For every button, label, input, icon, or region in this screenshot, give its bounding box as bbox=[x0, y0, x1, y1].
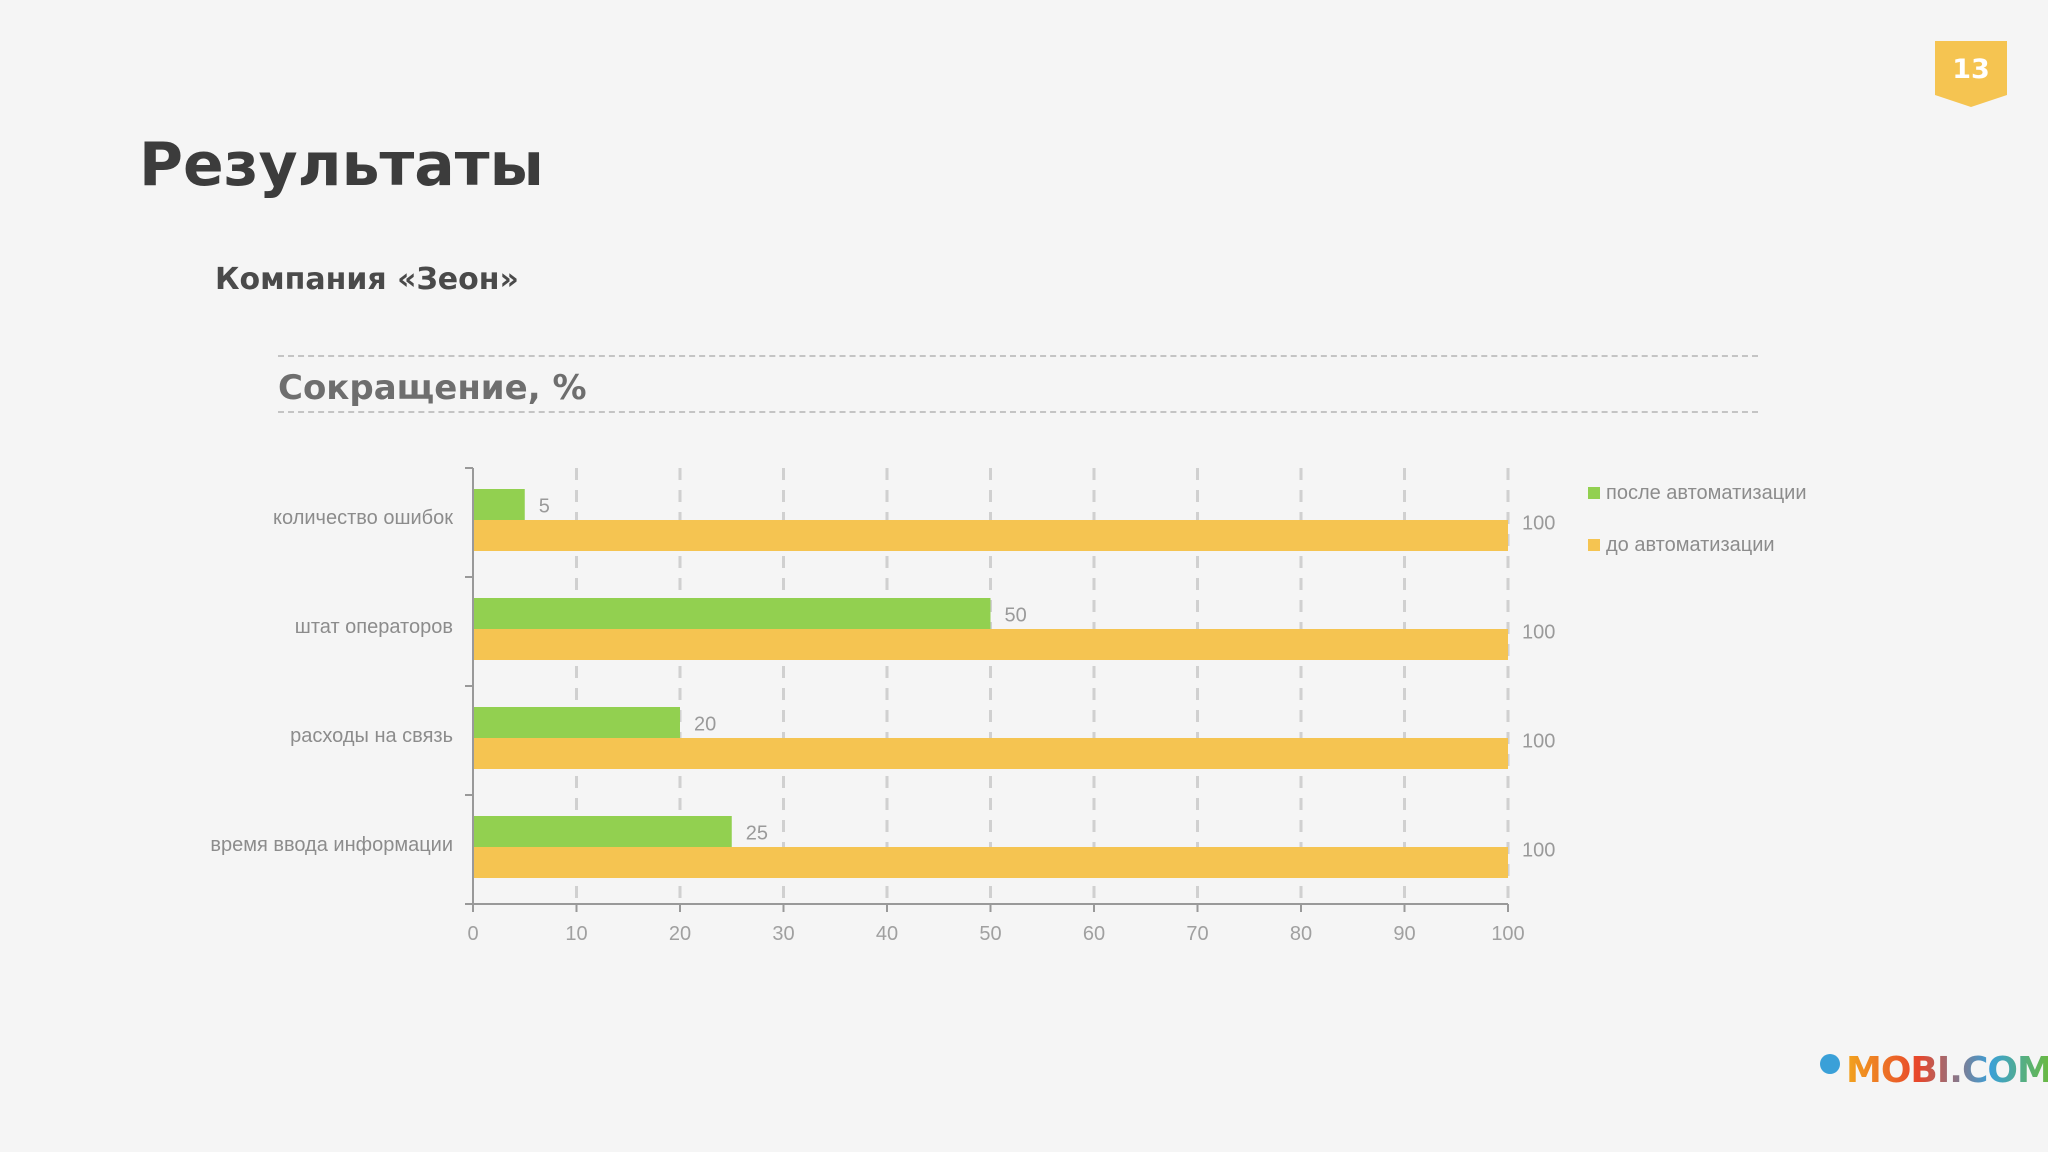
category-label: количество ошибок bbox=[273, 507, 453, 529]
legend-swatch bbox=[1588, 539, 1600, 551]
section-title: Сокращение, % bbox=[278, 368, 587, 408]
legend-label: до автоматизации bbox=[1606, 534, 1775, 556]
x-tick-label: 0 bbox=[467, 923, 478, 945]
legend-label: после автоматизации bbox=[1606, 482, 1807, 504]
page-number-badge: 13 bbox=[1935, 41, 2007, 107]
bar-before-2 bbox=[473, 738, 1508, 769]
data-label-after: 25 bbox=[746, 823, 768, 845]
x-tick-label: 80 bbox=[1290, 923, 1312, 945]
x-tick-label: 60 bbox=[1083, 923, 1105, 945]
badge-shape bbox=[1935, 41, 2007, 107]
x-tick-label: 20 bbox=[669, 923, 691, 945]
data-label-before: 100 bbox=[1522, 731, 1555, 753]
data-label-before: 100 bbox=[1522, 622, 1555, 644]
x-tick-label: 90 bbox=[1393, 923, 1415, 945]
page-title: Результаты bbox=[139, 130, 544, 200]
bar-after-3 bbox=[473, 816, 732, 847]
legend-swatch bbox=[1588, 487, 1600, 499]
bar-after-2 bbox=[473, 707, 680, 738]
data-label-before: 100 bbox=[1522, 840, 1555, 862]
x-tick-label: 40 bbox=[876, 923, 898, 945]
x-tick-label: 50 bbox=[979, 923, 1001, 945]
data-label-after: 20 bbox=[694, 714, 716, 736]
section-header: Сокращение, % bbox=[278, 355, 1758, 413]
bar-before-1 bbox=[473, 629, 1508, 660]
bar-after-1 bbox=[473, 598, 991, 629]
page-number: 13 bbox=[1952, 54, 1990, 85]
x-tick-label: 10 bbox=[565, 923, 587, 945]
bar-before-0 bbox=[473, 520, 1508, 551]
category-label: штат операторов bbox=[295, 616, 453, 638]
x-tick-label: 30 bbox=[772, 923, 794, 945]
data-label-after: 50 bbox=[1005, 605, 1027, 627]
category-label: расходы на связь bbox=[290, 725, 453, 747]
category-label: время ввода информации bbox=[210, 834, 453, 856]
x-tick-label: 100 bbox=[1491, 923, 1524, 945]
data-label-before: 100 bbox=[1522, 513, 1555, 535]
bar-before-3 bbox=[473, 847, 1508, 878]
globe-icon bbox=[1820, 1053, 1840, 1074]
company-subtitle: Компания «Зеон» bbox=[215, 262, 519, 297]
logo-text: MOBI.COM bbox=[1846, 1050, 2048, 1091]
mobi-logo: MOBI.COM bbox=[1820, 1050, 2048, 1091]
data-label-after: 5 bbox=[539, 496, 550, 518]
bar-after-0 bbox=[473, 489, 525, 520]
x-tick-label: 70 bbox=[1186, 923, 1208, 945]
